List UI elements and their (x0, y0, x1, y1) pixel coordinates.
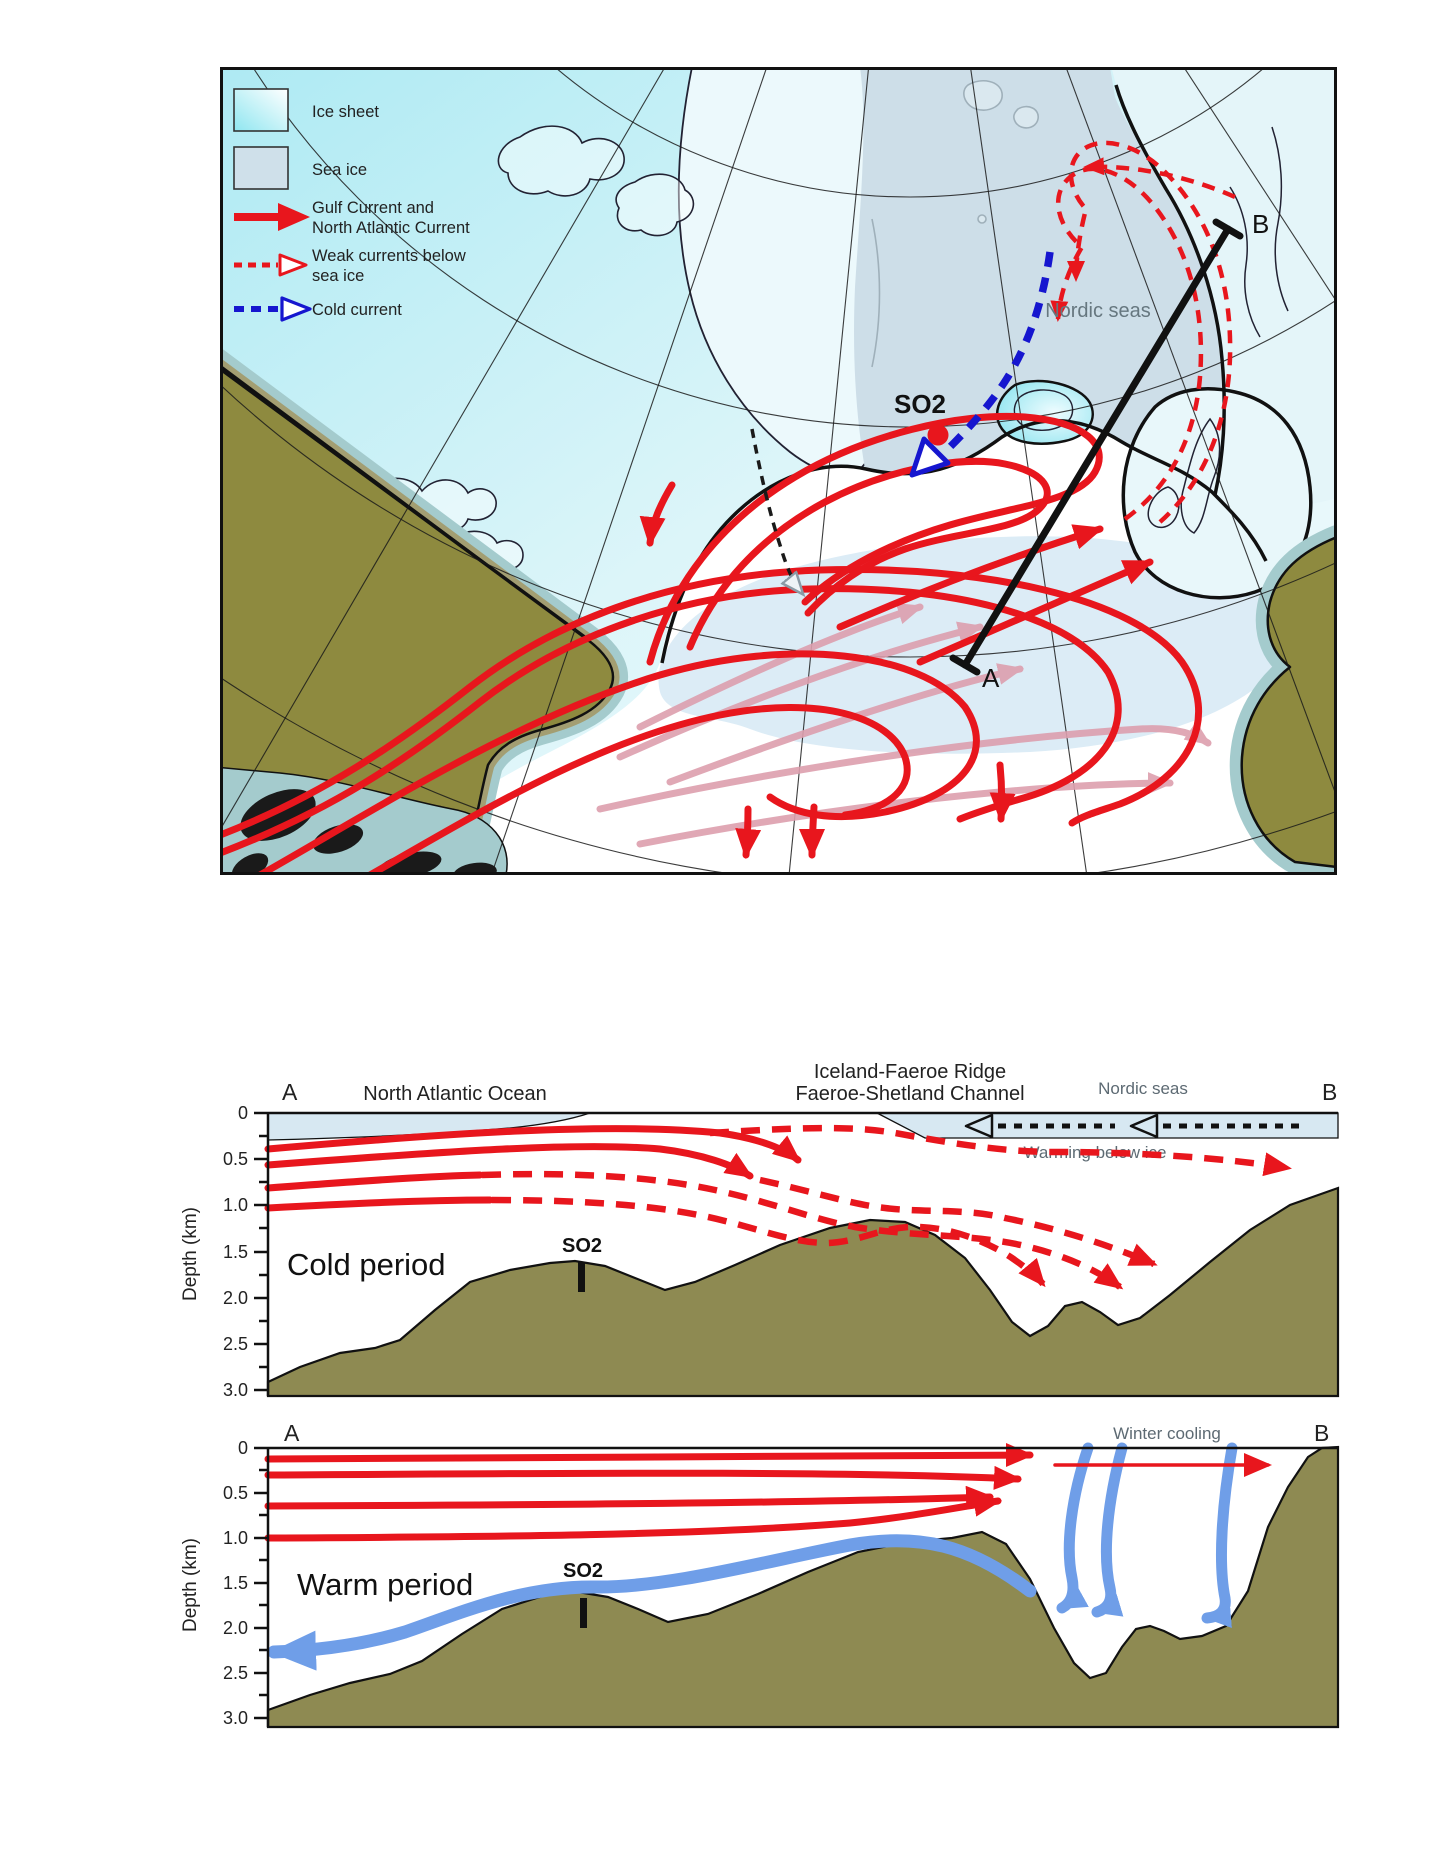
ice-sheet-swatch (233, 88, 289, 132)
cold-a-label: A (282, 1079, 298, 1105)
svg-text:0.5: 0.5 (223, 1149, 248, 1169)
svg-text:1.0: 1.0 (223, 1195, 248, 1215)
warm-so2-core (580, 1598, 587, 1628)
cold-current-arrow-icon (234, 296, 312, 322)
cold-seaice-right (876, 1112, 1339, 1139)
warm-axis-label: Depth (km) (180, 1538, 201, 1632)
svg-text:2.5: 2.5 (223, 1334, 248, 1354)
svg-text:0.5: 0.5 (223, 1483, 248, 1503)
warm-a-label: A (284, 1420, 300, 1446)
warm-cooling-label: Winter cooling (1113, 1424, 1221, 1443)
svg-text:3.0: 3.0 (223, 1708, 248, 1728)
cold-ocean-title: North Atlantic Ocean (363, 1083, 546, 1105)
svg-text:2.5: 2.5 (223, 1663, 248, 1683)
svg-text:0: 0 (238, 1103, 248, 1123)
nordic-dashed-currents (1050, 140, 1236, 524)
cold-underice-arrows (964, 1113, 1300, 1139)
map-border (220, 67, 1337, 875)
transect-b-label: B (1252, 209, 1269, 239)
cold-ridge-title-2: Faeroe-Shetland Channel (795, 1083, 1024, 1105)
ice-sheet-label: Ice sheet (312, 103, 379, 121)
map-panel: A B SO2 Nordic seas Ice sheet Sea ice Gu… (220, 67, 1337, 875)
warm-currents (264, 1443, 1272, 1542)
cold-nordic-title: Nordic seas (1098, 1079, 1188, 1098)
gulf-current-label-2: North Atlantic Current (312, 219, 470, 237)
svg-text:1.5: 1.5 (223, 1242, 248, 1262)
warm-so2-label: SO2 (563, 1560, 603, 1582)
warm-period-panel: A Winter cooling B SO2 Warm period 0 0.5 (180, 1420, 1340, 1729)
svg-text:1.5: 1.5 (223, 1573, 248, 1593)
so2-map-label: SO2 (894, 389, 946, 419)
svg-text:2.0: 2.0 (223, 1618, 248, 1638)
warm-deep-return-flow (267, 1442, 1238, 1671)
cold-axis-ticks: 0 0.5 1.0 1.5 2.0 2.5 3.0 (223, 1103, 248, 1400)
sea-ice-label: Sea ice (312, 161, 367, 179)
cold-currents-solid (264, 1125, 802, 1212)
svg-text:1.0: 1.0 (223, 1528, 248, 1548)
cold-ridge-title-1: Iceland-Faeroe Ridge (814, 1061, 1006, 1083)
british-isles-outlines (1147, 417, 1221, 534)
gulf-current-label-1: Gulf Current and (312, 199, 434, 217)
gulf-stream-currents (220, 412, 1202, 875)
weak-current-label-2: sea ice (312, 267, 364, 285)
gulf-current-arrow-icon (234, 203, 310, 231)
cold-current-label: Cold current (312, 301, 402, 319)
map-legend: Ice sheet Sea ice Gulf Current and North… (233, 88, 470, 322)
weak-current-arrow-icon (234, 253, 308, 277)
svg-text:0: 0 (238, 1438, 248, 1458)
cold-period-label: Cold period (287, 1247, 446, 1282)
cold-so2-label: SO2 (562, 1235, 602, 1257)
cold-depth-axis (254, 1111, 1338, 1396)
so2-site-marker (927, 424, 949, 446)
cold-seafloor (266, 1186, 1340, 1398)
cold-current-arrow (909, 251, 1054, 478)
warm-depth-axis (254, 1446, 1338, 1727)
warm-seafloor (266, 1445, 1340, 1729)
labrador-dashed-current (750, 428, 802, 593)
europe-land (1229, 525, 1337, 875)
transect-a-label: A (982, 663, 1000, 693)
svg-text:2.0: 2.0 (223, 1288, 248, 1308)
cold-axis-label: Depth (km) (180, 1207, 201, 1301)
cold-b-label: B (1322, 1079, 1337, 1105)
sea-ice-swatch (233, 146, 289, 190)
scandinavia-outlines (1229, 126, 1289, 338)
cold-currents-dashed (481, 1124, 1292, 1290)
nordic-seas-map-label: Nordic seas (1045, 300, 1151, 322)
transect-line (949, 218, 1244, 676)
warm-period-label: Warm period (297, 1567, 473, 1602)
svg-text:3.0: 3.0 (223, 1380, 248, 1400)
cold-so2-core (578, 1262, 585, 1292)
weak-current-label-1: Weak currents below (312, 247, 466, 265)
ice-margin (220, 84, 1268, 664)
warm-axis-ticks: 0 0.5 1.0 1.5 2.0 2.5 3.0 (223, 1438, 248, 1728)
warm-b-label: B (1314, 1420, 1329, 1446)
cold-period-panel: A North Atlantic Ocean Iceland-Faeroe Ri… (180, 1061, 1340, 1400)
